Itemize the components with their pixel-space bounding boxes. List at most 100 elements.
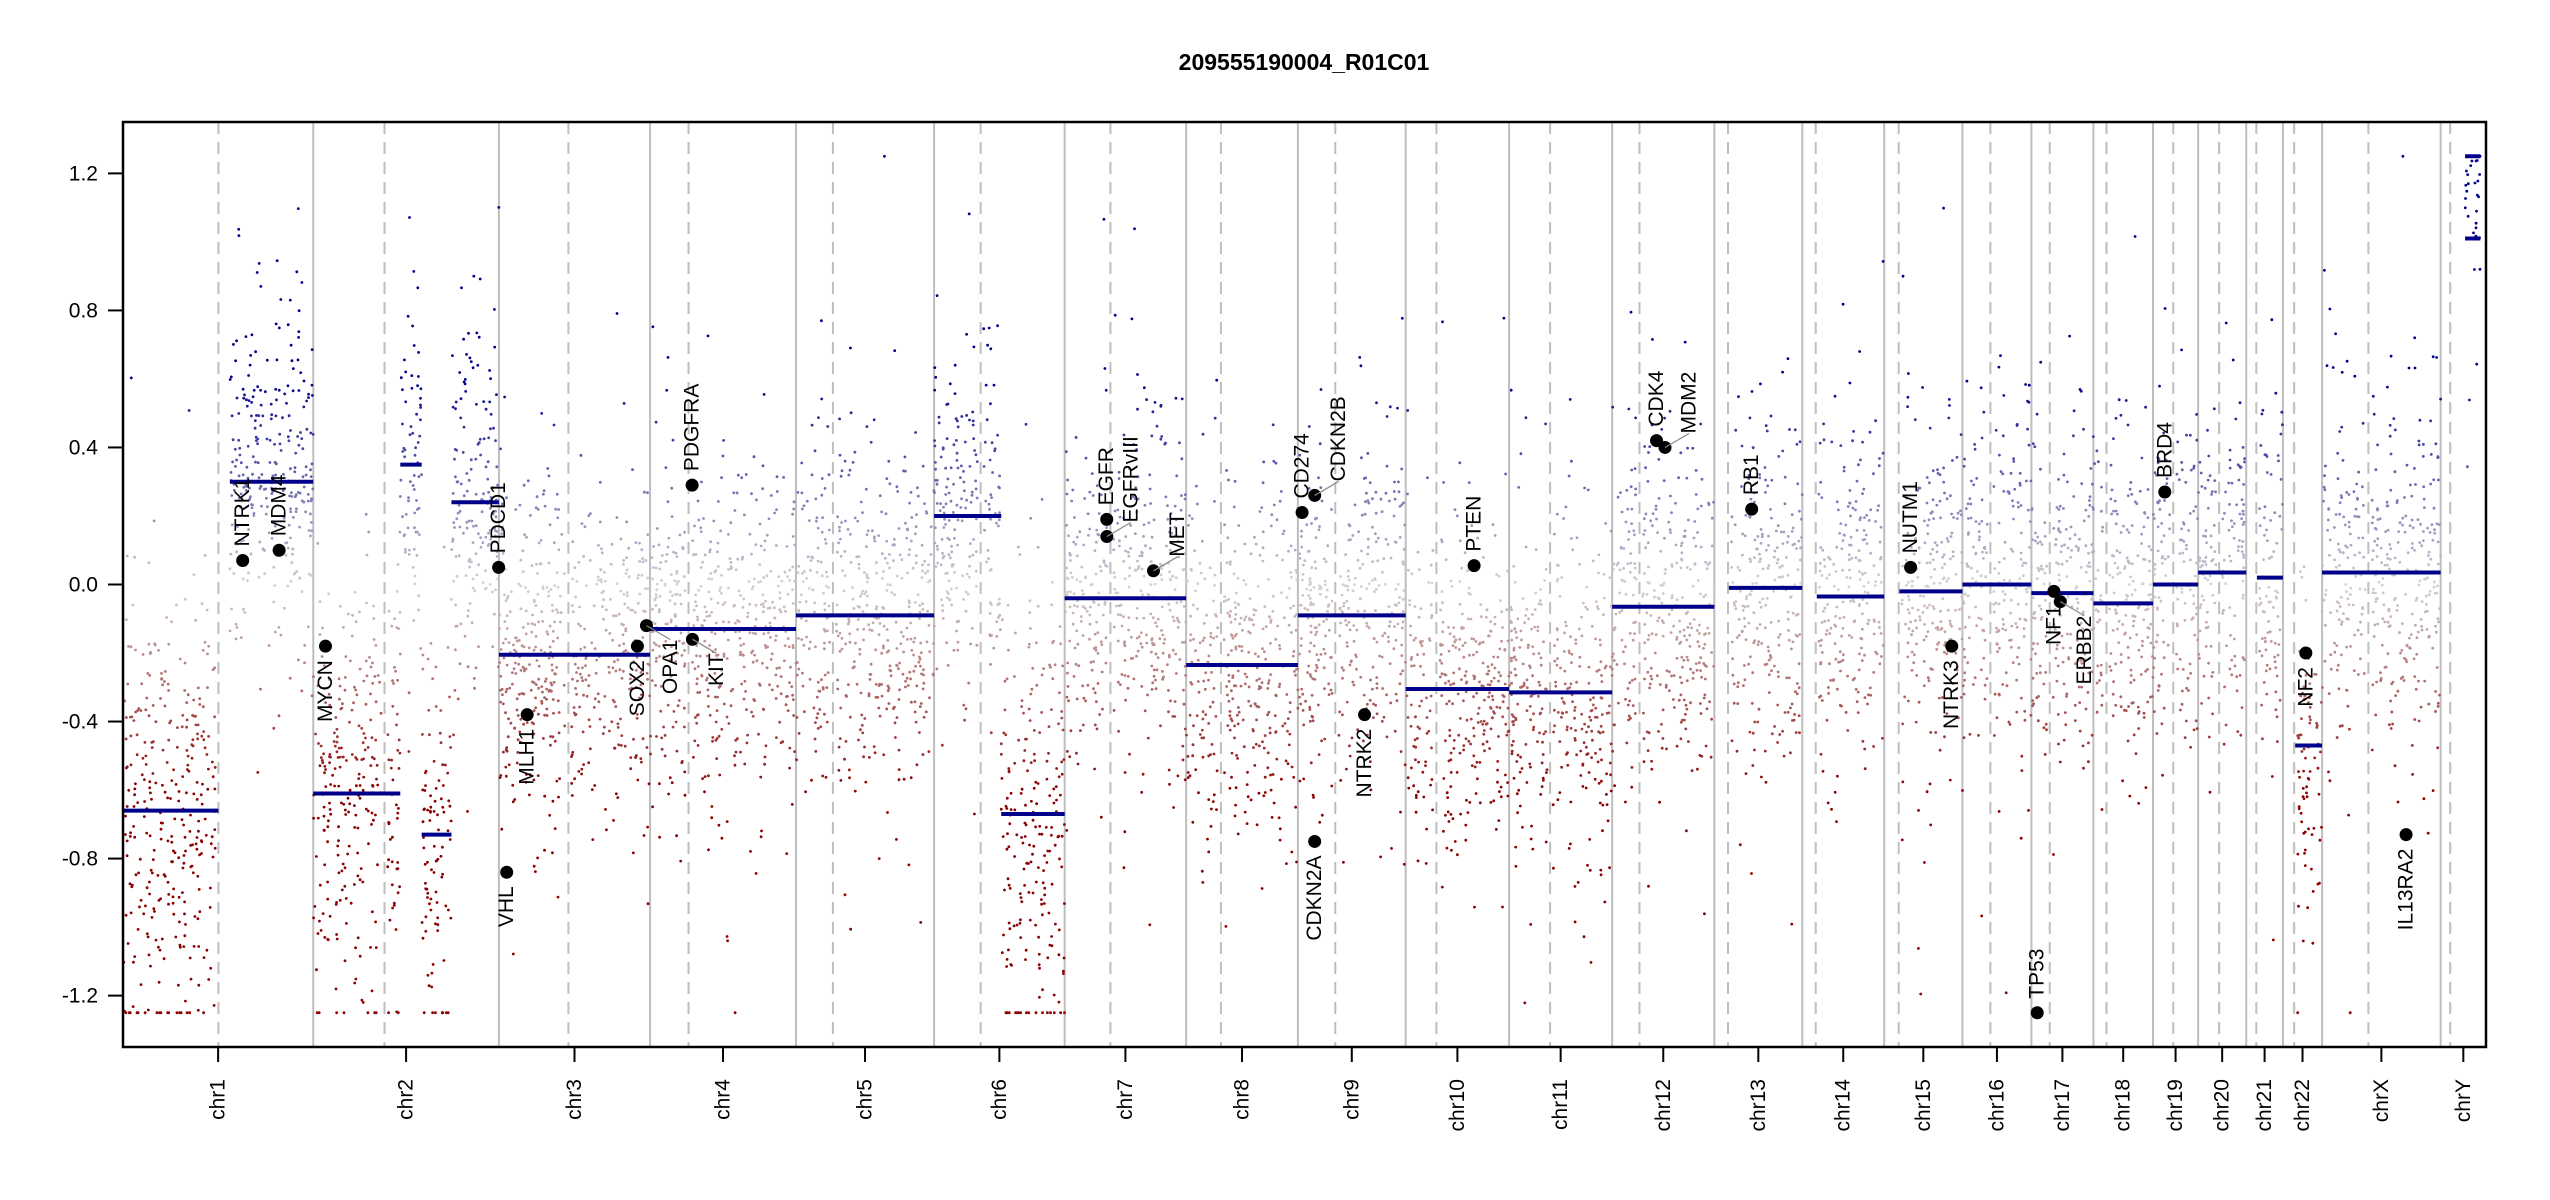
probe-point: [500, 502, 504, 506]
probe-point: [1441, 320, 1444, 324]
probe-point: [1699, 504, 1703, 508]
probe-point: [300, 590, 304, 594]
probe-point: [956, 425, 960, 429]
probe-point: [242, 607, 245, 611]
probe-point: [1131, 495, 1135, 499]
probe-point: [1452, 739, 1456, 742]
probe-point: [849, 532, 852, 536]
probe-point: [537, 686, 540, 690]
probe-point: [770, 688, 774, 692]
probe-point: [1361, 562, 1365, 566]
probe-point: [1347, 578, 1351, 582]
probe-point: [426, 860, 429, 864]
probe-point: [539, 539, 543, 542]
probe-point: [837, 745, 841, 749]
probe-point: [1168, 548, 1172, 552]
probe-point: [761, 464, 765, 468]
probe-point: [574, 687, 577, 690]
probe-point: [1402, 562, 1405, 566]
probe-point: [1519, 755, 1522, 759]
probe-point: [160, 677, 163, 681]
probe-point: [426, 973, 430, 977]
probe-point: [1167, 689, 1170, 692]
probe-point: [808, 640, 812, 644]
probe-point: [880, 694, 884, 698]
probe-point: [260, 473, 264, 476]
probe-point: [181, 891, 184, 894]
probe-point: [341, 755, 345, 759]
probe-point: [1020, 787, 1024, 791]
probe-point: [683, 725, 686, 729]
probe-point: [708, 713, 712, 717]
probe-point: [143, 778, 146, 781]
probe-point: [1354, 576, 1357, 580]
probe-point: [1112, 571, 1116, 575]
probe-point: [1600, 674, 1603, 677]
probe-point: [549, 735, 552, 738]
probe-point: [1183, 727, 1187, 731]
probe-point: [1504, 722, 1508, 726]
probe-point: [571, 610, 575, 614]
probe-point: [178, 657, 182, 661]
probe-point: [646, 825, 649, 829]
probe-point: [1414, 636, 1417, 640]
probe-point: [937, 415, 941, 419]
probe-point: [903, 469, 907, 473]
probe-point: [1262, 794, 1266, 798]
probe-point: [1210, 671, 1213, 674]
probe-point: [422, 836, 425, 839]
probe-point: [968, 555, 972, 559]
probe-point: [755, 498, 758, 502]
probe-point: [713, 570, 717, 574]
probe-point: [1424, 764, 1427, 767]
probe-point: [1516, 753, 1520, 757]
probe-point: [326, 880, 329, 884]
probe-point: [259, 388, 262, 392]
probe-point: [263, 572, 266, 576]
probe-point: [769, 636, 772, 639]
probe-point: [849, 346, 852, 350]
probe-point: [720, 573, 723, 577]
probe-point: [583, 645, 587, 649]
probe-point: [1141, 772, 1145, 776]
probe-point: [1532, 725, 1536, 729]
probe-point: [877, 706, 881, 710]
probe-point: [1582, 741, 1586, 745]
probe-point: [1068, 639, 1072, 643]
probe-point: [638, 696, 641, 700]
probe-point: [809, 559, 813, 562]
probe-point: [622, 592, 626, 596]
probe-point: [987, 326, 991, 330]
probe-point: [1352, 639, 1356, 643]
probe-point: [155, 1011, 159, 1015]
probe-point: [1169, 699, 1172, 703]
probe-point: [605, 828, 608, 832]
probe-point: [471, 366, 475, 370]
probe-point: [1172, 619, 1176, 623]
probe-point: [555, 666, 559, 669]
probe-point: [1513, 580, 1517, 584]
probe-point: [1410, 572, 1414, 576]
probe-point: [499, 700, 502, 704]
probe-point: [291, 552, 294, 556]
probe-point: [472, 274, 476, 278]
probe-point: [1184, 620, 1188, 624]
probe-point: [1181, 758, 1185, 762]
probe-point: [354, 813, 358, 817]
probe-point: [465, 526, 469, 530]
probe-point: [323, 765, 327, 768]
probe-point: [941, 551, 944, 555]
probe-point: [296, 207, 300, 211]
probe-point: [1113, 587, 1117, 591]
probe-point: [1472, 726, 1475, 730]
probe-point: [157, 980, 161, 984]
probe-point: [946, 402, 950, 406]
probe-point: [888, 566, 891, 570]
probe-point: [279, 298, 283, 301]
probe-point: [283, 487, 286, 490]
probe-point: [413, 511, 417, 515]
probe-point: [350, 753, 354, 756]
probe-point: [646, 533, 650, 536]
probe-point: [882, 646, 885, 650]
probe-point: [953, 392, 957, 395]
